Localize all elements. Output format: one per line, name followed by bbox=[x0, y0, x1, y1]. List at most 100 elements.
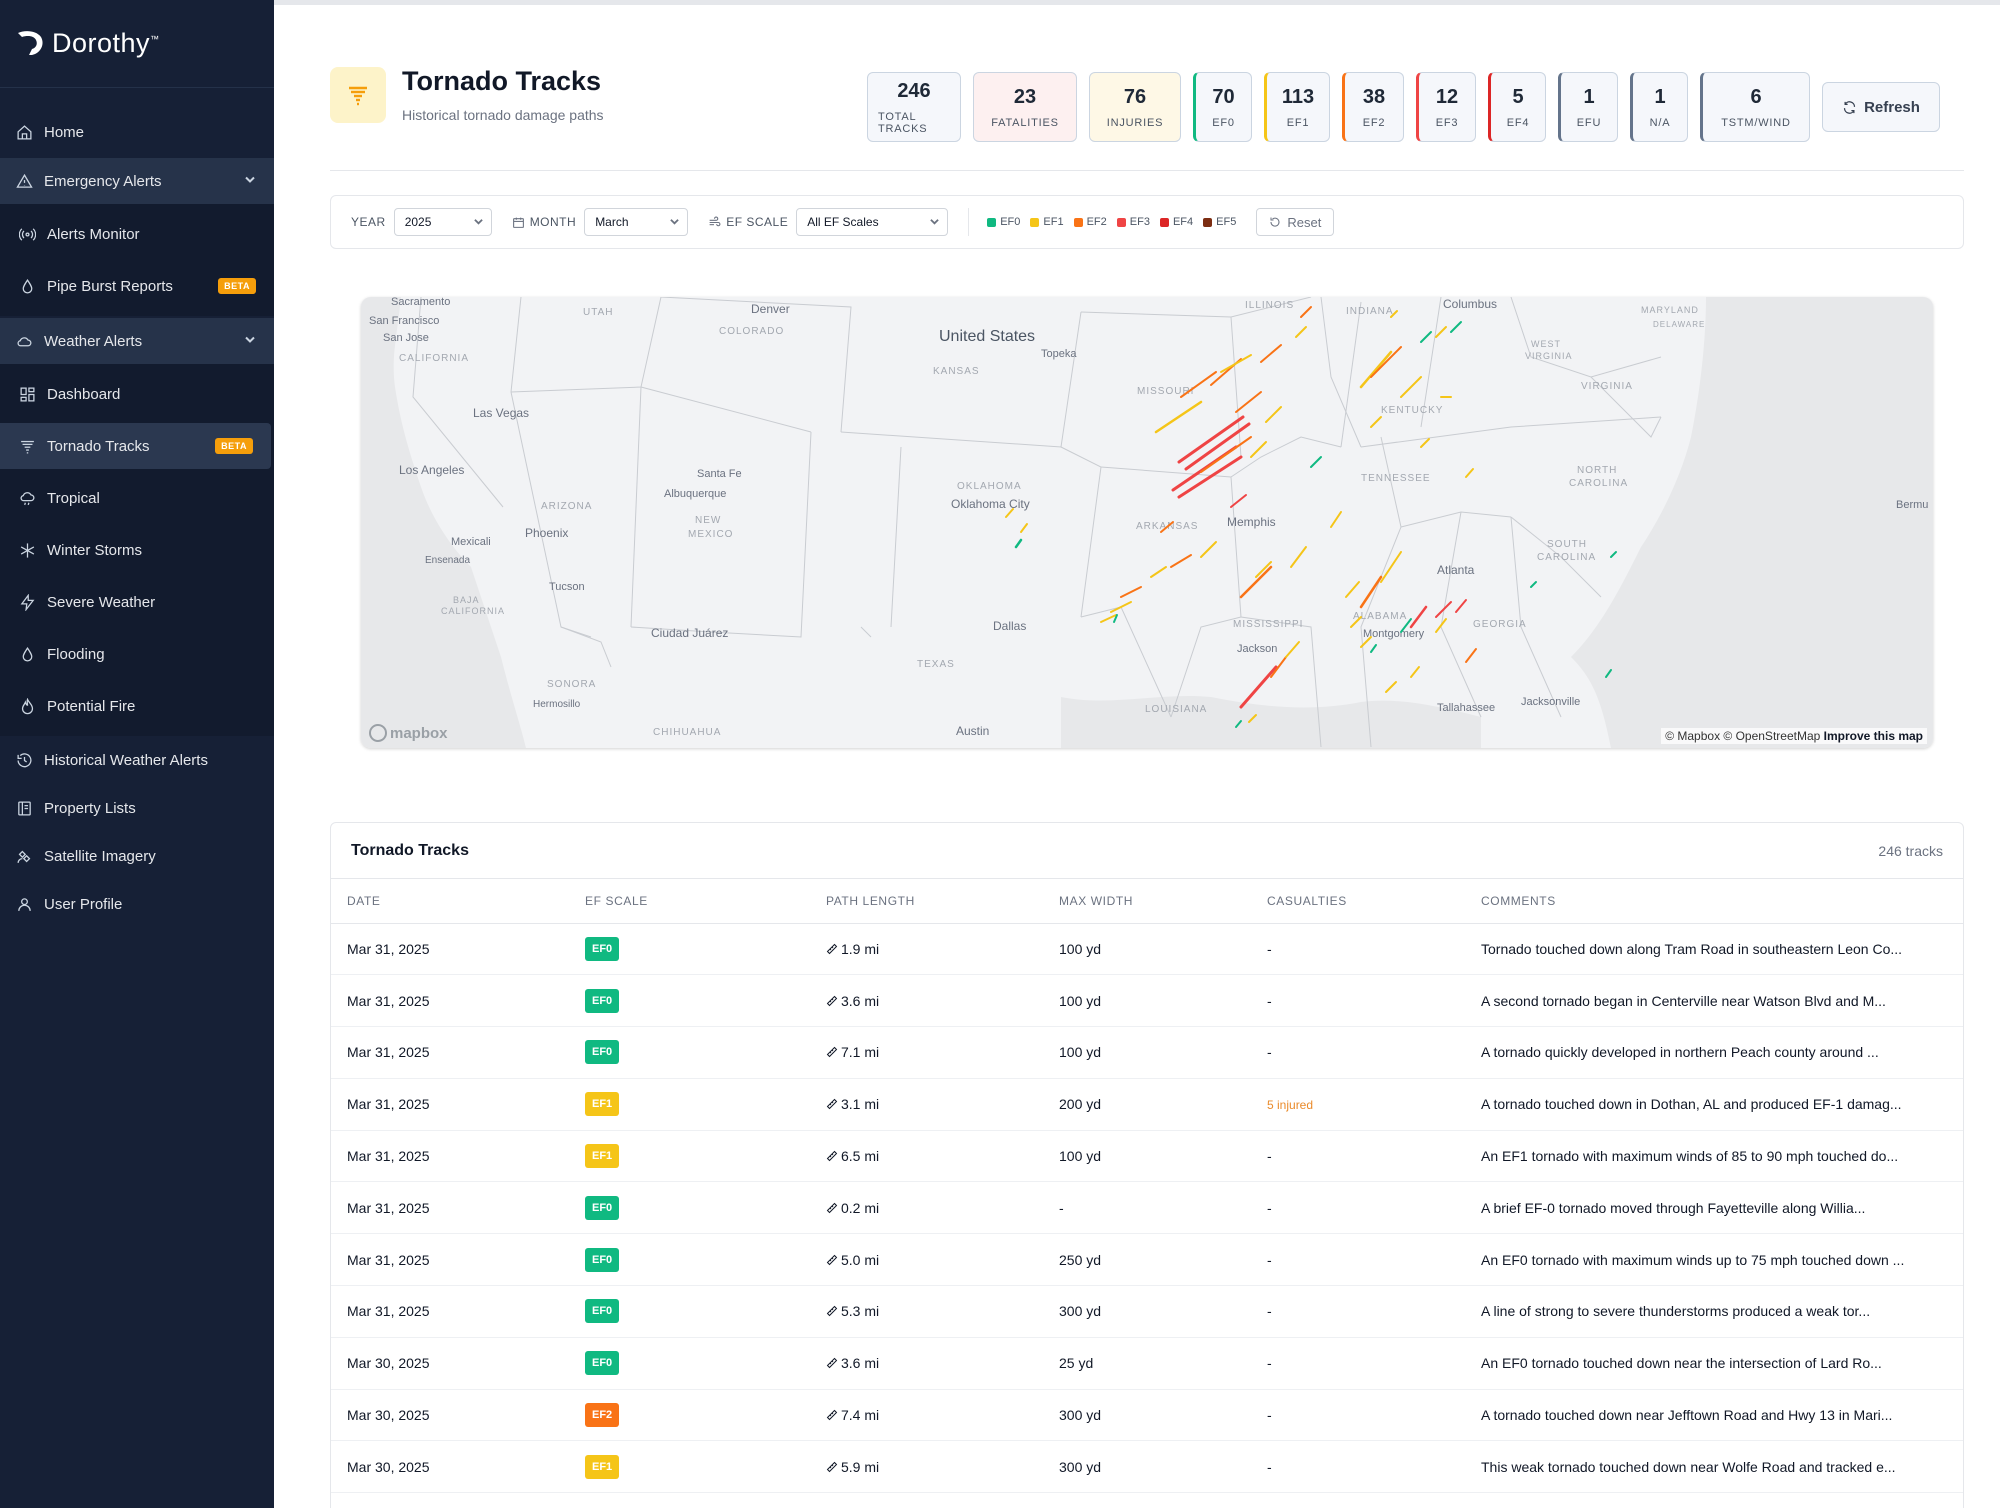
stat-value: 76 bbox=[1123, 85, 1147, 108]
sidebar-item-tornado-tracks[interactable]: Tornado Tracks BETA bbox=[0, 423, 271, 469]
stat-ef3: 12 EF3 bbox=[1416, 72, 1476, 142]
brand[interactable]: Dorothy™ bbox=[0, 0, 274, 88]
stat-value: 246 bbox=[897, 79, 931, 102]
sidebar-item-label: Tornado Tracks bbox=[47, 437, 150, 455]
droplet-icon bbox=[17, 644, 37, 664]
max-width-cell: 100 yd bbox=[1043, 923, 1251, 976]
ruler-icon bbox=[826, 1099, 838, 1110]
sidebar-item-severe-weather[interactable]: Severe Weather bbox=[0, 576, 274, 628]
column-header-date[interactable]: DATE bbox=[331, 879, 569, 924]
sidebar-item-alerts-monitor[interactable]: Alerts Monitor bbox=[0, 208, 274, 260]
stat-label: EF2 bbox=[1362, 116, 1386, 129]
mapbox-logo[interactable]: mapbox bbox=[369, 724, 448, 742]
legend-label: EF3 bbox=[1129, 216, 1150, 228]
map-label: CHIHUAHUA bbox=[653, 727, 721, 738]
map-label: Ensenada bbox=[425, 555, 470, 566]
max-width-cell: 25 yd bbox=[1043, 1337, 1251, 1390]
comment-cell: A second tornado began in Centerville ne… bbox=[1465, 974, 1963, 1028]
stat-value: 70 bbox=[1212, 85, 1235, 108]
ef-badge: EF0 bbox=[585, 1040, 620, 1065]
map-label: Hermosillo bbox=[533, 699, 581, 710]
path-length-cell: 5.9 mi bbox=[810, 1440, 1043, 1494]
stat-tstm-wind: 6 TSTM/WIND bbox=[1700, 72, 1810, 142]
table-row[interactable]: Mar 31, 2025 EF0 5.3 mi 300 yd - A line of st… bbox=[331, 1285, 1963, 1338]
month-select[interactable]: March bbox=[584, 208, 689, 236]
ruler-icon bbox=[826, 943, 838, 955]
sidebar-item-winter-storms[interactable]: Winter Storms bbox=[0, 524, 274, 576]
ef-badge: EF2 bbox=[585, 1403, 620, 1428]
ef-scale-cell: EF0 bbox=[569, 923, 810, 976]
ef-scale-cell: EF0 bbox=[569, 1285, 810, 1338]
sidebar-item-historical-weather-alerts[interactable]: Historical Weather Alerts bbox=[0, 736, 274, 784]
table-row[interactable]: Mar 31, 2025 EF0 7.1 mi 100 yd - A tornado qu… bbox=[331, 1026, 1963, 1079]
table-row[interactable]: Mar 31, 2025 EF0 5.0 mi 250 yd - An EF0 torna… bbox=[331, 1233, 1963, 1287]
max-width-cell: 250 yd bbox=[1043, 1233, 1251, 1287]
reset-icon bbox=[1270, 217, 1280, 227]
table-row[interactable]: Mar 31, 2025 EF1 3.1 mi 200 yd 5 injured A to… bbox=[331, 1078, 1963, 1131]
table-row[interactable]: Mar 31, 2025 EF0 0.2 mi - - A brief EF-0 torn… bbox=[331, 1181, 1963, 1235]
map-label: WEST bbox=[1531, 339, 1561, 349]
year-label: YEAR bbox=[351, 215, 386, 229]
sidebar-item-satellite-imagery[interactable]: Satellite Imagery bbox=[0, 832, 274, 880]
map-label: Jacksonville bbox=[1521, 696, 1580, 708]
tornado-tracks-table-card: Tornado Tracks 246 tracks DATE EF SCALE … bbox=[330, 822, 1964, 1508]
sidebar-item-label: Alerts Monitor bbox=[47, 225, 140, 243]
table-row[interactable]: Mar 30, 2025 EF1 5.9 mi 300 yd - This weak to… bbox=[331, 1440, 1963, 1494]
table-row[interactable]: Mar 30, 2025 EF0 3.6 mi 25 yd - An EF0 tornad… bbox=[331, 1337, 1963, 1390]
map-label: Denver bbox=[751, 302, 790, 316]
table-row[interactable]: Mar 30, 2025 EF2 7.4 mi 300 yd - A tornado to… bbox=[331, 1389, 1963, 1442]
stat-label: EF0 bbox=[1212, 116, 1235, 129]
ef-scale-select[interactable]: All EF Scales bbox=[796, 208, 949, 236]
map-label: Montgomery bbox=[1363, 628, 1425, 640]
legend-label: EF1 bbox=[1043, 216, 1064, 228]
emergency-alerts-submenu: Alerts Monitor Pipe Burst Reports BETA bbox=[0, 204, 274, 316]
column-header-max-width[interactable]: MAX WIDTH bbox=[1043, 879, 1251, 924]
refresh-button[interactable]: Refresh bbox=[1822, 82, 1940, 132]
map-canvas[interactable]: Sacramento San Francisco San Jose CALIFO… bbox=[361, 297, 1933, 748]
sidebar-item-potential-fire[interactable]: Potential Fire bbox=[0, 680, 274, 732]
improve-map-link[interactable]: Improve this map bbox=[1823, 729, 1923, 743]
year-select[interactable]: 2025 bbox=[393, 208, 492, 236]
sidebar-item-flooding[interactable]: Flooding bbox=[0, 628, 274, 680]
ruler-icon bbox=[826, 1409, 838, 1421]
ef-scale-cell: EF0 bbox=[569, 974, 810, 1028]
sidebar-item-home[interactable]: Home bbox=[0, 108, 274, 156]
casualties-cell: - bbox=[1251, 1440, 1465, 1494]
table-row[interactable]: Mar 31, 2025 EF0 1.9 mi 100 yd - Tornado touc… bbox=[331, 923, 1963, 976]
track-count: 246 tracks bbox=[1878, 842, 1943, 859]
sidebar-item-pipe-burst-reports[interactable]: Pipe Burst Reports BETA bbox=[0, 260, 274, 312]
tornado-map[interactable]: Sacramento San Francisco San Jose CALIFO… bbox=[361, 297, 1933, 748]
max-width-cell: 300 yd bbox=[1043, 1389, 1251, 1442]
map-label: COLORADO bbox=[719, 326, 784, 337]
column-header-comments[interactable]: COMMENTS bbox=[1465, 879, 1963, 924]
date-cell: Mar 30, 2025 bbox=[331, 1337, 569, 1390]
sidebar-group-weather-alerts[interactable]: Weather Alerts bbox=[0, 318, 274, 364]
cloud-icon bbox=[14, 331, 34, 351]
sidebar-item-dashboard[interactable]: Dashboard bbox=[0, 368, 274, 420]
table-row[interactable]: Mar 31, 2025 EF1 6.5 mi 100 yd - An EF1 torna… bbox=[331, 1130, 1963, 1183]
calendar-icon bbox=[512, 217, 524, 228]
mapbox-logo-text: mapbox bbox=[390, 724, 448, 742]
table-row[interactable]: Mar 31, 2025 EF0 3.6 mi 100 yd - A second tor… bbox=[331, 974, 1963, 1028]
sidebar-item-property-lists[interactable]: Property Lists bbox=[0, 784, 274, 832]
sidebar-item-user-profile[interactable]: User Profile bbox=[0, 880, 274, 928]
map-label: KENTUCKY bbox=[1381, 405, 1443, 416]
column-header-ef-scale[interactable]: EF SCALE bbox=[569, 879, 810, 924]
beta-badge: BETA bbox=[215, 438, 253, 454]
attribution-text[interactable]: © Mapbox © OpenStreetMap bbox=[1665, 729, 1821, 743]
column-header-path-length[interactable]: PATH LENGTH bbox=[810, 879, 1043, 924]
path-length-cell: 7.1 mi bbox=[810, 1026, 1043, 1079]
ef-badge: EF1 bbox=[585, 1092, 620, 1117]
stat-value: 6 bbox=[1750, 85, 1762, 108]
casualties-cell: - bbox=[1251, 1337, 1465, 1390]
legend-ef5: EF5 bbox=[1203, 216, 1236, 228]
reset-button[interactable]: Reset bbox=[1256, 208, 1335, 236]
stat-fatalities: 23 FATALITIES bbox=[973, 72, 1077, 142]
sidebar-item-tropical[interactable]: Tropical bbox=[0, 472, 274, 524]
column-header-casualties[interactable]: CASUALTIES bbox=[1251, 879, 1465, 924]
map-label: INDIANA bbox=[1346, 306, 1394, 317]
tornado-tracks-table: DATE EF SCALE PATH LENGTH MAX WIDTH CASU… bbox=[331, 879, 1963, 1494]
max-width-cell: 300 yd bbox=[1043, 1440, 1251, 1494]
map-label: Topeka bbox=[1041, 348, 1077, 360]
sidebar-group-emergency-alerts[interactable]: Emergency Alerts bbox=[0, 158, 274, 204]
